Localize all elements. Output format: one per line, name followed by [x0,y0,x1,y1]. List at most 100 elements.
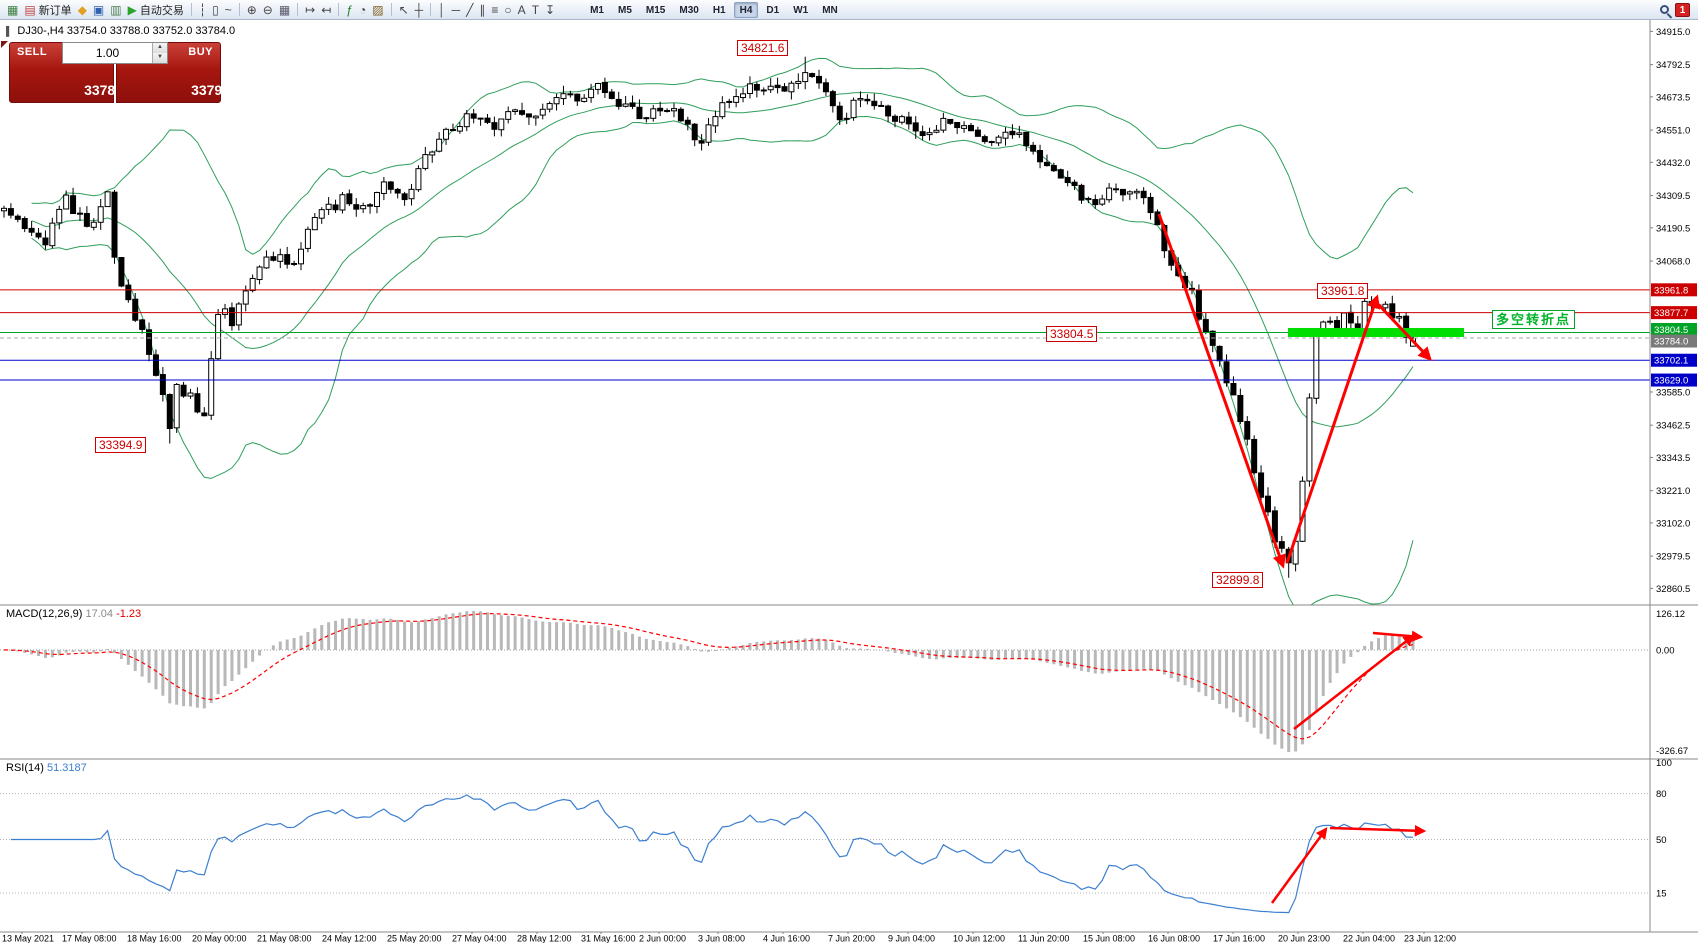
candlestick-chart-icon[interactable]: ▯ [209,1,222,19]
timeframe-M15[interactable]: M15 [645,4,666,16]
macd-axis-label: 126.12 [1656,609,1685,620]
templates-icon[interactable]: ▨ [369,1,386,19]
timeframe-W1[interactable]: W1 [793,4,809,16]
zoom-in-icon[interactable]: ⊕ [244,1,260,19]
indicators-icon: ƒ [346,2,353,17]
candle-body [346,193,353,205]
trend-arrow[interactable] [1285,294,1380,564]
toolbar-separator [297,3,299,16]
line-chart-icon[interactable]: ~ [222,1,235,19]
bars-chart-icon[interactable]: ┆ [196,1,209,19]
axis-price-tag-text: 33961.8 [1654,285,1688,296]
candle-body [615,98,622,107]
market-watch-icon[interactable]: ▣ [90,1,107,19]
timeframe-H4[interactable]: H4 [733,1,759,18]
candle-body [560,93,567,100]
trend-arrow[interactable] [1375,301,1432,362]
candle-body [677,108,684,122]
candle-body [878,104,885,107]
candle-body [249,277,256,292]
candle-body [670,108,677,112]
chart-background[interactable] [0,20,1698,932]
new-order-button[interactable]: ▤ 新订单 [21,1,74,19]
candle-body [14,215,21,220]
tile-windows-icon[interactable]: ▦ [276,1,293,19]
candle-body [367,204,374,207]
crosshair-icon[interactable]: ┼ [412,1,427,19]
sell-button[interactable]: SELL 33782.5 [9,42,142,103]
candle-body [512,109,519,113]
new-chart-icon[interactable]: ▦ [4,1,21,19]
text-icon: A [517,2,526,17]
candle-body [525,113,532,118]
candle-body [988,141,995,144]
candle-body [733,96,740,103]
time-tick-label: 25 May 20:00 [387,934,442,943]
candle-body [657,107,664,112]
trend-arrow[interactable] [1329,824,1427,837]
pivot-zone-band[interactable] [1288,327,1464,337]
horizontal-line-icon[interactable]: ─ [449,1,464,19]
trend-arrow[interactable] [1157,213,1286,569]
alert-badge[interactable]: 1 [1675,2,1690,17]
volume-input[interactable] [63,43,152,63]
indicators-icon[interactable]: ƒ [343,1,356,19]
one-click-collapse-icon[interactable] [1,41,8,48]
volume-up-icon[interactable]: ▲ [153,43,167,53]
fibonacci-icon[interactable]: ≡ [488,1,501,19]
shapes-icon[interactable]: ○ [501,1,514,19]
candle-body [539,108,546,116]
price-tick-label: 34792.5 [1656,60,1690,71]
timeframe-MN[interactable]: MN [822,4,838,16]
candle-body [90,221,97,228]
timeframe-M1[interactable]: M1 [590,4,604,16]
bars-chart-icon: ┆ [198,2,207,17]
price-scale[interactable] [1650,20,1698,932]
timeframe-M30[interactable]: M30 [679,4,699,16]
candle-body [691,123,698,141]
candle-body [228,307,235,327]
zoom-in-icon: ⊕ [246,2,257,17]
timeframe-H1[interactable]: H1 [712,4,726,16]
timeframe-M5[interactable]: M5 [618,4,632,16]
time-scale[interactable] [0,932,1650,943]
candle-body [1396,316,1403,319]
candle-body [740,93,747,99]
candle-body [816,75,823,84]
timeframe-D1[interactable]: D1 [766,4,780,16]
timeframe-group: M1 M5 M15 M30 H1 H4 D1 W1 MN [584,1,844,18]
autotrade-button[interactable]: ▶ 自动交易 [125,1,187,19]
chart-shift-icon[interactable]: ↤ [318,1,334,19]
trend-arrow[interactable] [1372,630,1424,642]
auto-scroll-icon[interactable]: ↦ [302,1,318,19]
candle-body [581,97,588,102]
toolbar-right: 1 [1660,2,1694,17]
periods-icon[interactable]: ◔ [356,1,369,19]
candle-body [1099,198,1106,205]
rsi-axis-label: 50 [1656,835,1667,846]
mql5-icon[interactable]: ◆ [75,1,90,19]
price-tick-label: 33221.0 [1656,486,1690,497]
cursor-icon[interactable]: ↖ [396,1,412,19]
text-icon[interactable]: A [515,1,529,19]
rsi-panel [10,794,1414,914]
trendline-icon[interactable]: ╱ [463,1,476,19]
crosshair-icon: ┼ [414,2,424,17]
trend-arrow[interactable] [1270,827,1328,904]
candle-body [567,93,574,96]
data-window-icon[interactable]: ▥ [107,1,124,19]
zoom-out-icon[interactable]: ⊖ [260,1,276,19]
candle-body [353,204,360,210]
vertical-line-icon[interactable]: │ [435,1,449,19]
candle-body [850,99,857,119]
text-label-icon[interactable]: T [529,1,542,19]
candle-body [284,254,291,265]
trend-arrow[interactable] [1293,634,1415,730]
volume-down-icon[interactable]: ▼ [153,53,167,63]
candle-body [498,118,505,131]
macd-panel [3,611,1415,752]
channel-icon[interactable]: ∥ [476,1,488,19]
search-icon[interactable] [1660,5,1669,14]
sell-label: SELL [17,46,48,58]
arrow-tool-icon[interactable]: ↧ [542,1,558,19]
